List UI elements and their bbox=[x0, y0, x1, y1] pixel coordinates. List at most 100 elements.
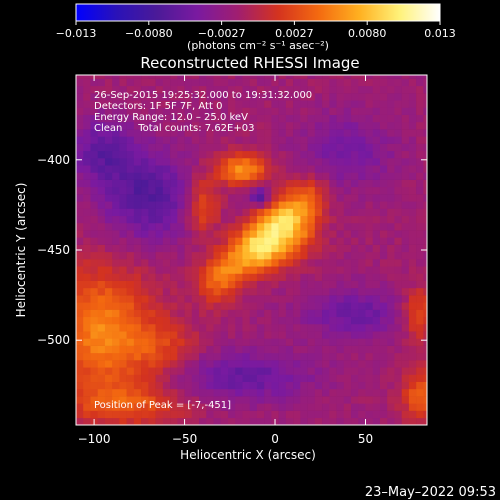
heatmap-cell bbox=[300, 179, 308, 188]
heatmap-cell bbox=[423, 338, 427, 346]
heatmap-cell bbox=[394, 172, 402, 180]
heatmap-cell bbox=[343, 215, 352, 224]
heatmap-cell bbox=[358, 201, 366, 209]
heatmap-cell bbox=[83, 331, 91, 339]
heatmap-cell bbox=[343, 403, 352, 411]
heatmap-cell bbox=[401, 417, 410, 425]
heatmap-cell bbox=[387, 345, 395, 354]
heatmap-cell bbox=[249, 194, 258, 202]
heatmap-cell bbox=[249, 259, 258, 267]
heatmap-cell bbox=[365, 266, 374, 274]
heatmap-cell bbox=[249, 121, 258, 130]
heatmap-cell bbox=[300, 417, 308, 425]
heatmap-cell bbox=[97, 360, 106, 368]
heatmap-cell bbox=[343, 194, 352, 202]
heatmap-cell bbox=[293, 360, 301, 368]
heatmap-cell bbox=[401, 338, 410, 346]
heatmap-cell bbox=[249, 403, 258, 411]
heatmap-cell bbox=[300, 338, 308, 346]
heatmap-cell bbox=[119, 345, 127, 354]
heatmap-cell bbox=[300, 345, 308, 354]
heatmap-cell bbox=[322, 244, 330, 253]
heatmap-cell bbox=[256, 410, 265, 419]
heatmap-cell bbox=[387, 107, 395, 115]
heatmap-cell bbox=[133, 331, 142, 339]
heatmap-cell bbox=[293, 273, 301, 281]
heatmap-cell bbox=[285, 295, 294, 303]
heatmap-cell bbox=[170, 114, 178, 123]
heatmap-cell bbox=[126, 403, 135, 411]
heatmap-cell bbox=[206, 75, 214, 79]
heatmap-cell bbox=[148, 251, 156, 260]
heatmap-cell bbox=[191, 194, 200, 202]
heatmap-cell bbox=[249, 230, 258, 238]
heatmap-cell bbox=[141, 172, 149, 180]
heatmap-cell bbox=[307, 323, 316, 332]
heatmap-cell bbox=[307, 78, 316, 87]
heatmap-cell bbox=[351, 352, 359, 361]
heatmap-cell bbox=[170, 338, 178, 346]
heatmap-cell bbox=[372, 345, 381, 354]
heatmap-cell bbox=[162, 100, 171, 108]
heatmap-cell bbox=[177, 273, 185, 281]
heatmap-cell bbox=[256, 388, 265, 397]
heatmap-cell bbox=[83, 280, 91, 289]
heatmap-cell bbox=[387, 150, 395, 159]
heatmap-cell bbox=[133, 143, 142, 152]
heatmap-cell bbox=[76, 244, 84, 253]
heatmap-cell bbox=[184, 100, 193, 108]
heatmap-cell bbox=[372, 93, 381, 101]
heatmap-cell bbox=[365, 381, 374, 390]
heatmap-cell bbox=[293, 150, 301, 159]
heatmap-cell bbox=[155, 85, 164, 94]
heatmap-cell bbox=[343, 222, 352, 231]
heatmap-cell bbox=[184, 237, 193, 245]
heatmap-cell bbox=[148, 93, 156, 101]
heatmap-cell bbox=[278, 129, 287, 137]
heatmap-cell bbox=[416, 75, 424, 79]
heatmap-cell bbox=[372, 179, 381, 188]
heatmap-cell bbox=[184, 157, 193, 166]
heatmap-cell bbox=[213, 215, 222, 224]
heatmap-cell bbox=[322, 75, 330, 79]
heatmap-cell bbox=[249, 323, 258, 332]
heatmap-cell bbox=[206, 287, 214, 296]
heatmap-cell bbox=[351, 345, 359, 354]
heatmap-cell bbox=[365, 215, 374, 224]
heatmap-cell bbox=[416, 78, 424, 87]
heatmap-cell bbox=[264, 388, 272, 397]
heatmap-cell bbox=[206, 331, 214, 339]
heatmap-cell bbox=[358, 107, 366, 115]
heatmap-cell bbox=[227, 360, 236, 368]
heatmap-cell bbox=[307, 338, 316, 346]
heatmap-cell bbox=[264, 186, 272, 195]
heatmap-cell bbox=[155, 280, 164, 289]
heatmap-cell bbox=[336, 172, 345, 180]
heatmap-cell bbox=[126, 129, 135, 137]
heatmap-cell bbox=[227, 295, 236, 303]
heatmap-cell bbox=[343, 287, 352, 296]
heatmap-cell bbox=[285, 150, 294, 159]
heatmap-cell bbox=[90, 323, 99, 332]
heatmap-cell bbox=[141, 186, 149, 195]
heatmap-cell bbox=[242, 388, 250, 397]
heatmap-cell bbox=[199, 107, 207, 115]
heatmap-cell bbox=[119, 280, 127, 289]
heatmap-cell bbox=[372, 388, 381, 397]
heatmap-cell bbox=[379, 121, 388, 130]
heatmap-cell bbox=[227, 417, 236, 425]
heatmap-cell bbox=[264, 143, 272, 152]
heatmap-cell bbox=[199, 360, 207, 368]
heatmap-cell bbox=[213, 396, 222, 404]
heatmap-cell bbox=[358, 121, 366, 130]
heatmap-cell bbox=[264, 273, 272, 281]
heatmap-cell bbox=[184, 143, 193, 152]
heatmap-cell bbox=[126, 273, 135, 281]
heatmap-cell bbox=[351, 417, 359, 425]
heatmap-cell bbox=[408, 150, 417, 159]
heatmap-cell bbox=[249, 417, 258, 425]
heatmap-cell bbox=[343, 136, 352, 144]
heatmap-cell bbox=[112, 85, 120, 94]
heatmap-cell bbox=[351, 222, 359, 231]
heatmap-cell bbox=[170, 78, 178, 87]
